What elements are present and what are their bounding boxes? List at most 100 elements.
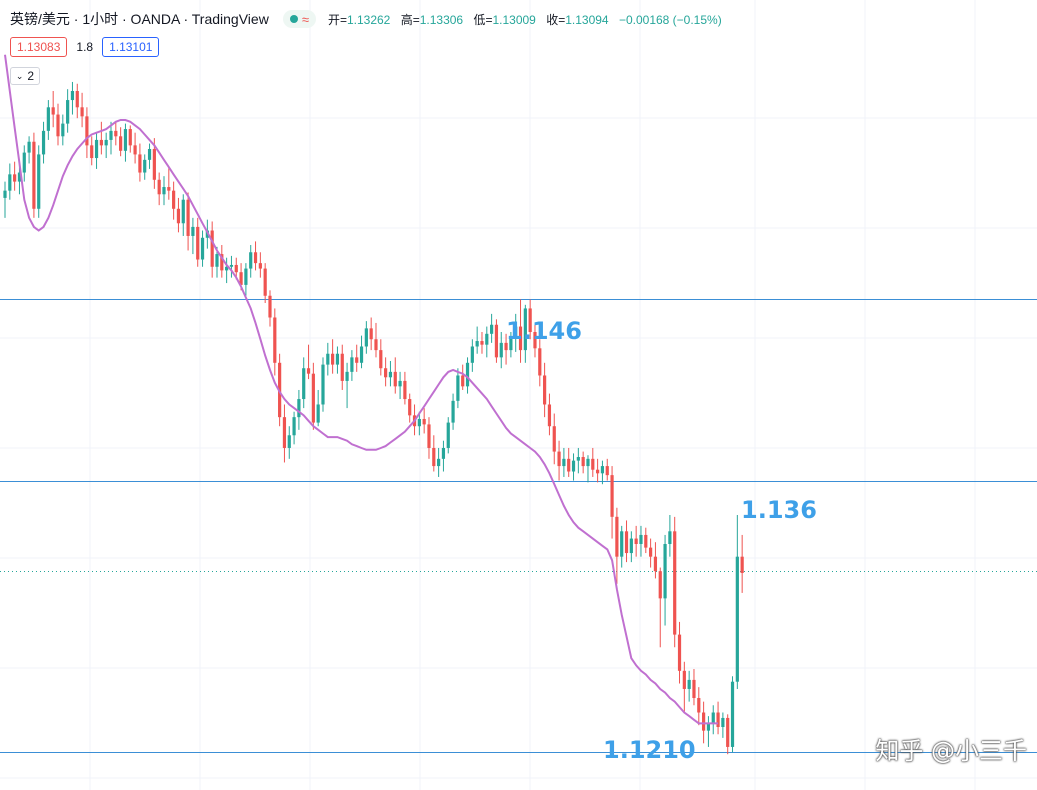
candle-body <box>90 145 94 159</box>
candle <box>66 89 70 133</box>
candle <box>292 411 296 445</box>
candle-body <box>200 237 205 260</box>
candle-body <box>316 404 320 423</box>
candle <box>85 107 89 159</box>
candle-body <box>576 457 580 461</box>
candle <box>196 217 200 267</box>
candle-body <box>27 141 31 153</box>
candle-body <box>287 435 291 448</box>
candle-body <box>157 179 161 195</box>
candle <box>653 542 658 579</box>
market-open-dot-icon <box>289 15 298 23</box>
candle-body <box>176 208 181 224</box>
candle <box>210 221 214 278</box>
candle-body <box>282 417 287 448</box>
change-value: −0.00168 (−0.15%) <box>618 12 722 27</box>
candle <box>220 245 224 278</box>
market-status-pill[interactable]: ≈ <box>282 10 316 28</box>
candle-body <box>615 516 619 557</box>
candle-body <box>730 681 735 747</box>
candle-body <box>605 466 609 476</box>
candle-body <box>350 357 354 372</box>
candle <box>268 290 272 327</box>
buy-price-button[interactable]: 1.13101 <box>102 37 160 57</box>
candle-body <box>340 353 344 381</box>
candle-body <box>13 174 17 182</box>
candle <box>730 676 735 753</box>
candle-body <box>509 337 513 351</box>
candle <box>470 339 474 372</box>
candle <box>94 132 99 169</box>
candle <box>432 435 436 472</box>
candle-body <box>249 252 253 269</box>
candle <box>162 176 166 206</box>
candle-body <box>706 723 711 731</box>
sell-price-button[interactable]: 1.13083 <box>10 37 68 57</box>
candle-body <box>8 174 12 191</box>
candle-body <box>66 100 70 124</box>
candle-body <box>624 531 629 554</box>
candle-body <box>557 451 561 467</box>
candle-body <box>374 339 378 351</box>
high-value: 1.13306 <box>419 12 464 27</box>
candle <box>374 322 378 358</box>
high-label: 高= <box>400 12 420 27</box>
candle-body <box>692 679 696 699</box>
candle <box>581 451 585 474</box>
candle-body <box>359 346 364 363</box>
candle-body <box>499 342 503 358</box>
candle <box>427 417 431 459</box>
wave-icon: ≈ <box>301 11 309 27</box>
candle <box>682 661 686 713</box>
candle <box>364 321 368 354</box>
candle-body <box>716 712 720 728</box>
candle <box>408 393 412 423</box>
candle <box>61 114 65 146</box>
candle <box>384 357 388 387</box>
candle-body <box>740 556 744 573</box>
candle-body <box>673 531 677 635</box>
candle <box>441 440 446 472</box>
candle <box>225 257 229 284</box>
candle <box>8 163 12 200</box>
candle-body <box>441 447 446 459</box>
candle-body <box>17 172 22 182</box>
candle-body <box>490 324 494 334</box>
candle <box>620 525 624 568</box>
candle <box>27 136 31 164</box>
candle-body <box>721 717 725 728</box>
symbol-title[interactable]: 英镑/美元 · 1小时 · OANDA · TradingView <box>10 11 269 27</box>
candle-body <box>629 538 633 554</box>
candle <box>552 413 556 465</box>
candle <box>331 339 335 374</box>
chart-header: 英镑/美元 · 1小时 · OANDA · TradingView ≈ 开=1.… <box>10 8 729 30</box>
level-label-1146: 1.146 <box>506 317 582 345</box>
candle <box>677 621 682 684</box>
indicators-toggle-button[interactable]: ⌄ 2 <box>10 67 40 85</box>
candle <box>229 255 234 278</box>
candle <box>687 670 691 702</box>
candle <box>138 143 142 182</box>
candle <box>176 197 181 233</box>
candle <box>244 263 248 296</box>
candle-body <box>220 254 224 271</box>
candle <box>417 411 421 436</box>
candle <box>109 121 113 155</box>
candle-body <box>581 457 585 467</box>
candle-body <box>355 357 359 363</box>
candle <box>446 417 450 454</box>
ohlc-values: 开=1.13262 高=1.13306 低=1.13009 收=1.13094 … <box>328 11 729 28</box>
candle-body <box>80 107 84 117</box>
candle <box>523 304 527 363</box>
candle <box>490 313 494 343</box>
candle <box>711 705 715 735</box>
candle <box>388 360 393 387</box>
open-label: 开= <box>327 12 347 27</box>
candle <box>557 440 561 481</box>
candle <box>287 426 291 459</box>
candle <box>181 194 185 236</box>
candle <box>22 145 26 182</box>
level-label-11210: 1.1210 <box>603 736 696 764</box>
